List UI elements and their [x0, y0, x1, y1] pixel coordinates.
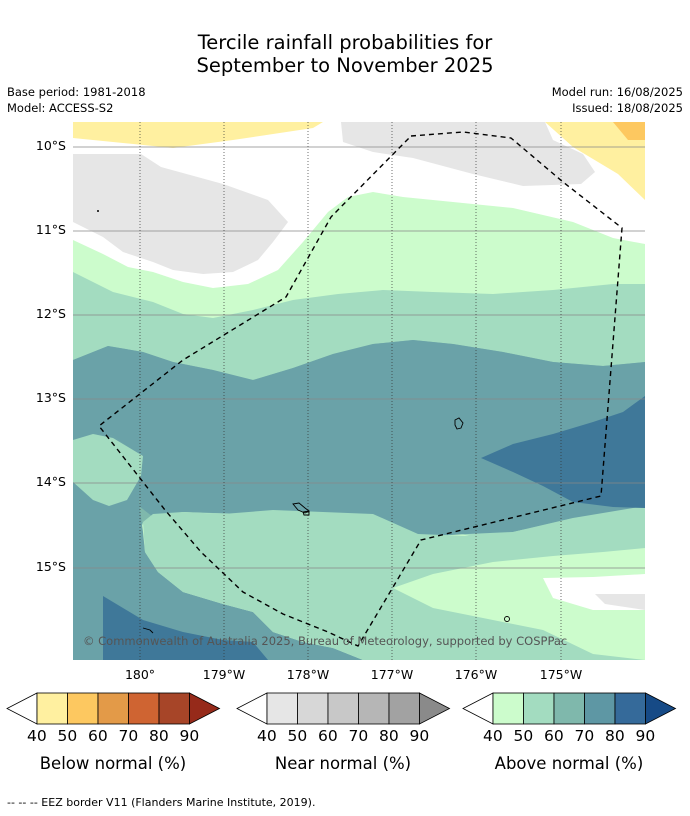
lat-label-12s: 12°S	[35, 306, 66, 321]
lon-label-176w: 176°W	[454, 667, 498, 682]
near-colorbar-segment-80	[388, 692, 420, 725]
title-line-1: Tercile rainfall probabilities for	[197, 31, 493, 54]
near-normal-patch-lower-right	[595, 594, 645, 610]
colorbar-below-normal	[6, 692, 221, 725]
above-tick-60: 60	[544, 727, 564, 745]
latitude-gridlines	[73, 146, 645, 569]
near-tick-50: 50	[287, 727, 308, 745]
island-west-small	[302, 510, 310, 516]
title-line-2: September to November 2025	[196, 54, 494, 77]
above-colorbar-segment-50	[523, 692, 555, 725]
metadata-left: Base period: 1981-2018 Model: ACCESS-S2	[7, 84, 146, 116]
lat-label-11s: 11°S	[35, 222, 66, 237]
lat-label-15s: 15°S	[35, 559, 66, 574]
lon-label-179w: 179°W	[202, 667, 246, 682]
near-tick-90: 90	[409, 727, 430, 745]
legend-title-near: Near normal (%)	[274, 754, 412, 773]
above-normal-region-lower-left	[73, 434, 363, 660]
colorbar-near-normal	[236, 692, 451, 725]
below-colorbar-arrow-high	[189, 692, 221, 725]
above-colorbar-segment-80	[614, 692, 646, 725]
below-normal-region-top-right	[545, 122, 645, 200]
above-colorbar-arrow-low	[462, 692, 494, 725]
lon-label-178w: 178°W	[286, 667, 330, 682]
below-normal-region-top-left	[73, 122, 323, 148]
above-colorbar-segment-70	[584, 692, 616, 725]
near-colorbar-segment-60	[327, 692, 359, 725]
below-colorbar-segment-50	[67, 692, 99, 725]
near-colorbar-segment-70	[358, 692, 390, 725]
below-tick-70: 70	[118, 727, 139, 745]
near-normal-region-top	[341, 122, 595, 186]
near-colorbar-segment-40	[266, 692, 298, 725]
model-run: Model run: 16/08/2025	[551, 85, 683, 99]
lat-label-13s: 13°S	[35, 390, 66, 405]
map-title: Tercile rainfall probabilities for Septe…	[0, 31, 690, 77]
issued-date: Issued: 18/08/2025	[572, 101, 683, 115]
lon-label-175w: 175°W	[539, 667, 583, 682]
above-normal-patch-west	[73, 434, 143, 506]
above-tick-70: 70	[574, 727, 595, 745]
probability-map	[73, 122, 645, 660]
below-normal-region-50	[613, 122, 645, 140]
above-colorbar-arrow-high	[645, 692, 677, 725]
below-tick-80: 80	[149, 727, 169, 745]
legend-title-above: Above normal (%)	[494, 754, 644, 773]
map-canvas	[73, 122, 645, 660]
below-tick-60: 60	[88, 727, 108, 745]
below-tick-90: 90	[179, 727, 200, 745]
lon-label-177w: 177°W	[370, 667, 414, 682]
eez-border	[98, 131, 623, 647]
below-colorbar-segment-70	[128, 692, 160, 725]
near-colorbar-segment-50	[297, 692, 329, 725]
island-southwest	[142, 627, 154, 634]
below-colorbar-segment-60	[97, 692, 129, 725]
island-east	[454, 417, 464, 430]
colorbar-above-normal	[462, 692, 677, 725]
above-tick-80: 80	[605, 727, 625, 745]
near-tick-40: 40	[257, 727, 277, 745]
below-tick-40: 40	[27, 727, 47, 745]
above-colorbar-segment-60	[553, 692, 585, 725]
metadata-right: Model run: 16/08/2025 Issued: 18/08/2025	[552, 84, 683, 116]
lat-label-14s: 14°S	[35, 474, 66, 489]
lat-label-10s: 10°S	[35, 138, 66, 153]
base-period: Base period: 1981-2018	[7, 85, 146, 99]
below-tick-50: 50	[57, 727, 78, 745]
island-northwest	[97, 210, 99, 212]
near-tick-60: 60	[318, 727, 338, 745]
above-normal-80-region-east	[481, 396, 645, 508]
near-colorbar-arrow-low	[236, 692, 268, 725]
above-tick-40: 40	[483, 727, 503, 745]
near-normal-region-left	[73, 154, 288, 274]
above-normal-lower-light	[393, 548, 645, 660]
above-colorbar-segment-40	[492, 692, 524, 725]
eez-footnote: -- -- -- EEZ border V11 (Flanders Marine…	[7, 796, 316, 809]
near-tick-80: 80	[379, 727, 399, 745]
legend-title-below: Below normal (%)	[39, 754, 187, 773]
above-normal-80-region-south	[103, 596, 268, 660]
model-name: Model: ACCESS-S2	[7, 101, 114, 115]
island-south	[504, 616, 510, 622]
lon-label-180: 180°	[124, 667, 156, 682]
below-colorbar-arrow-low	[6, 692, 38, 725]
above-tick-90: 90	[635, 727, 656, 745]
below-colorbar-segment-80	[158, 692, 190, 725]
copyright-notice: © Commonwealth of Australia 2025, Bureau…	[83, 634, 568, 648]
near-tick-70: 70	[348, 727, 369, 745]
near-colorbar-arrow-high	[419, 692, 451, 725]
above-tick-50: 50	[513, 727, 534, 745]
below-colorbar-segment-40	[36, 692, 68, 725]
above-normal-band-mid	[73, 340, 645, 537]
